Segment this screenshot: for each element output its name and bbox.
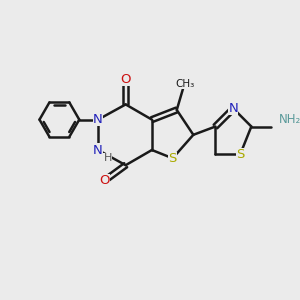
Text: S: S bbox=[236, 148, 244, 160]
Text: O: O bbox=[100, 174, 110, 187]
Text: CH₃: CH₃ bbox=[176, 79, 195, 89]
Text: S: S bbox=[168, 152, 177, 165]
Text: N: N bbox=[93, 113, 103, 126]
Text: N: N bbox=[229, 102, 238, 115]
Text: N: N bbox=[93, 143, 103, 157]
Text: O: O bbox=[120, 73, 131, 86]
Text: NH₂: NH₂ bbox=[279, 113, 300, 126]
Text: H: H bbox=[103, 153, 112, 163]
